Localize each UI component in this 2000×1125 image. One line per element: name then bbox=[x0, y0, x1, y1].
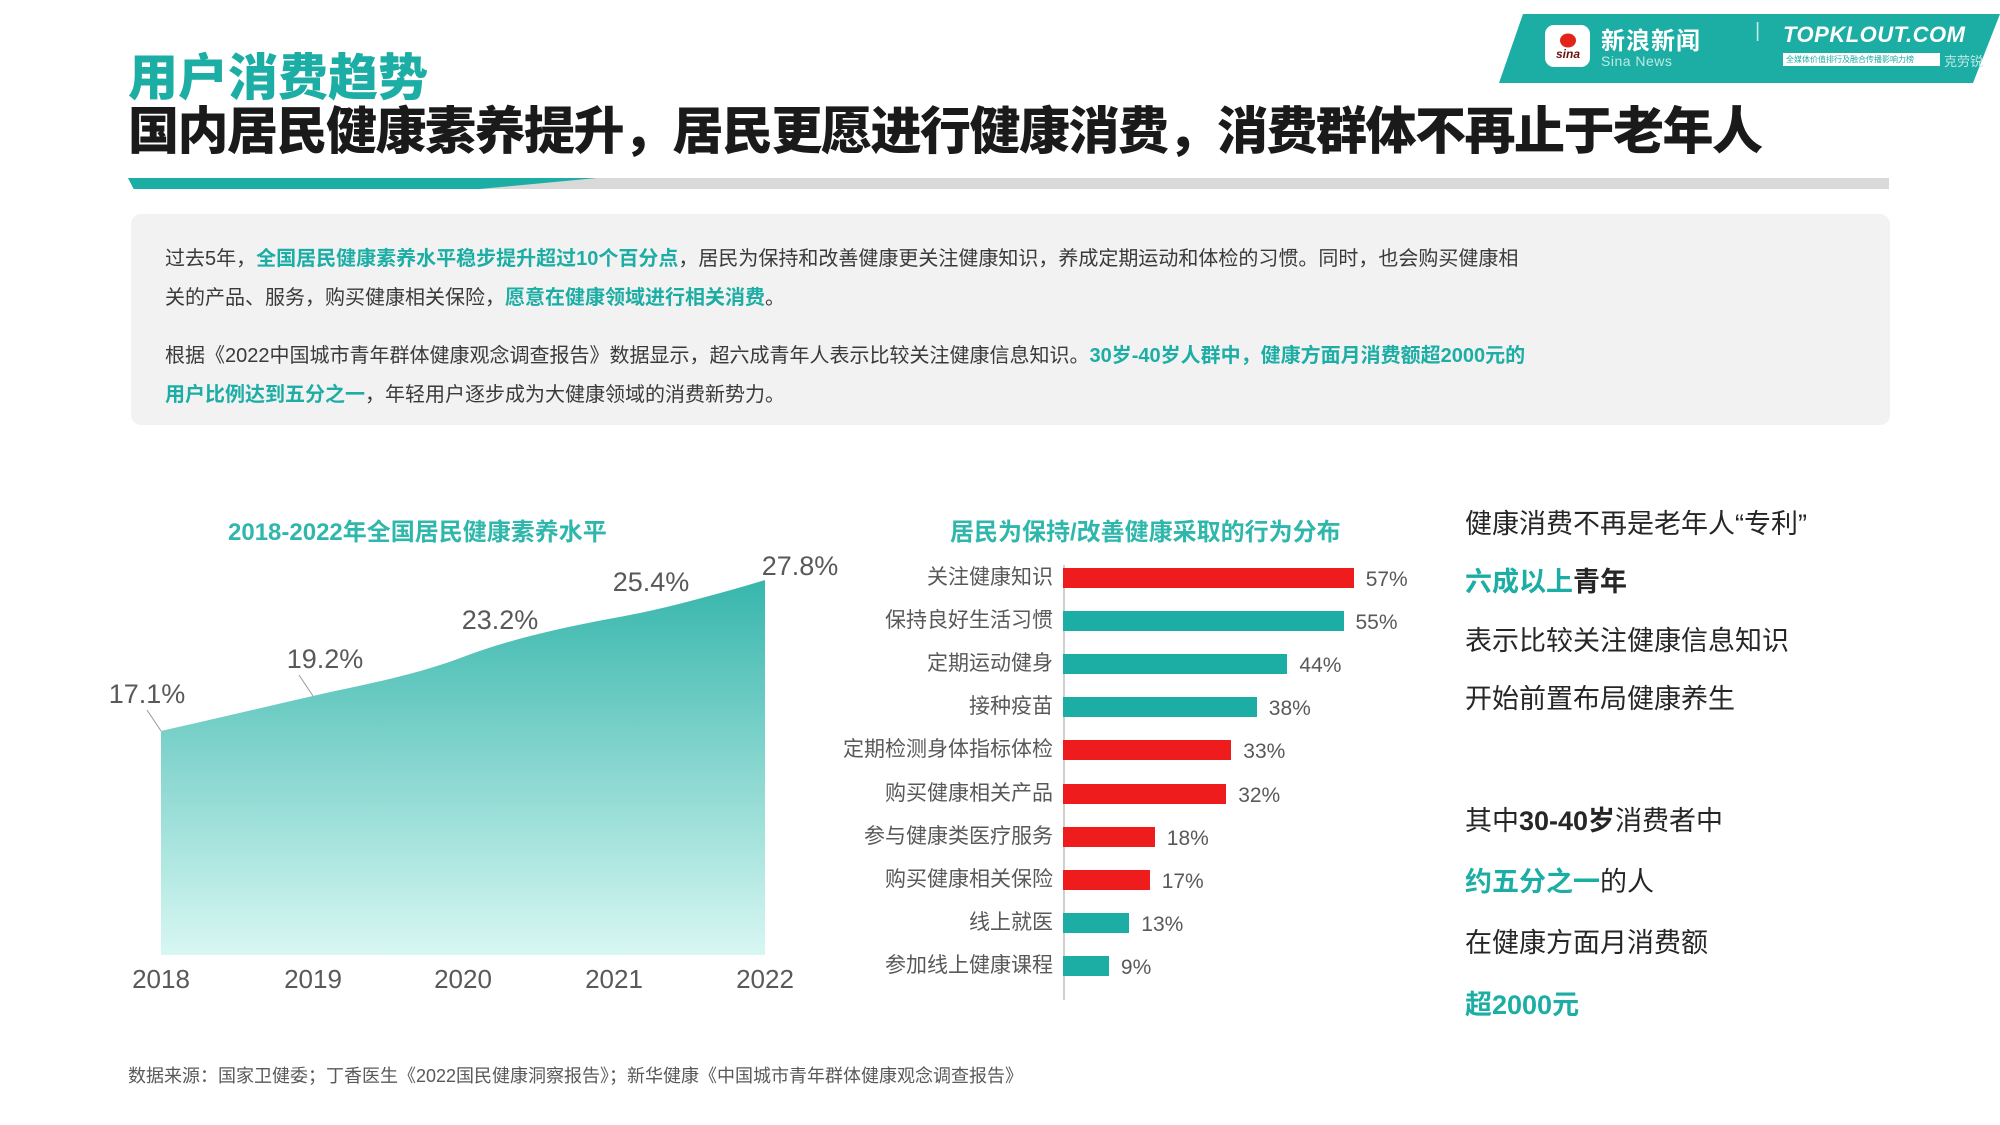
svg-text:25.4%: 25.4% bbox=[613, 567, 690, 597]
svg-text:sina: sina bbox=[1555, 47, 1579, 61]
svg-text:2021: 2021 bbox=[585, 964, 643, 994]
svg-text:2022: 2022 bbox=[736, 964, 794, 994]
svg-text:2019: 2019 bbox=[284, 964, 342, 994]
svg-text:19.2%: 19.2% bbox=[287, 644, 364, 674]
svg-text:17.1%: 17.1% bbox=[109, 679, 186, 709]
svg-text:2018: 2018 bbox=[132, 964, 190, 994]
svg-text:2020: 2020 bbox=[434, 964, 492, 994]
svg-text:23.2%: 23.2% bbox=[462, 605, 539, 635]
